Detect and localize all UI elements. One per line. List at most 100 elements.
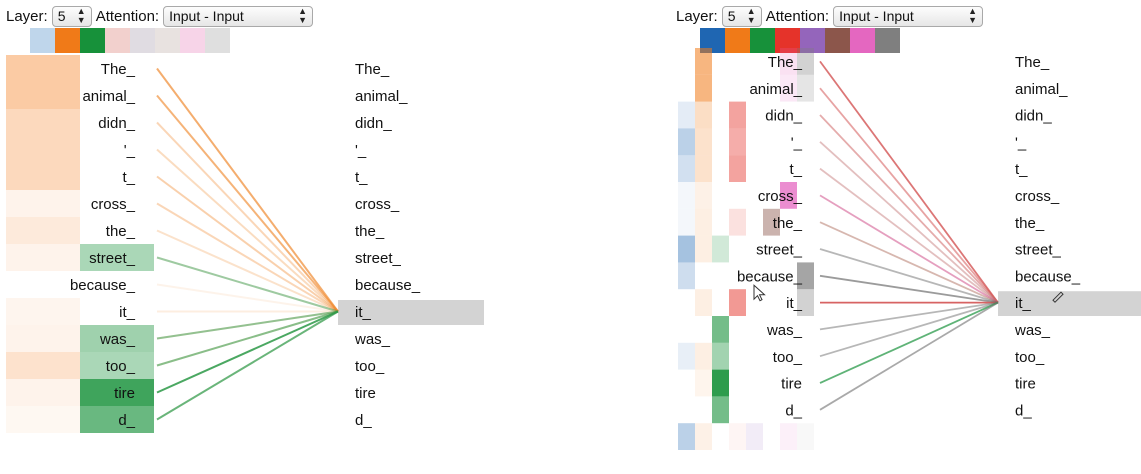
target-token[interactable]: The_: [1015, 54, 1050, 71]
head-swatch-5[interactable]: [800, 28, 825, 53]
source-token[interactable]: because_: [70, 277, 136, 294]
select-arrows-icon: ▲ ▼: [298, 6, 308, 25]
target-token[interactable]: too_: [1015, 349, 1045, 366]
attention-heat-cell: [678, 155, 695, 182]
source-token[interactable]: The_: [768, 54, 803, 71]
attention-heat-cell: [729, 128, 746, 156]
target-token[interactable]: d_: [355, 412, 372, 429]
layer-select[interactable]: 5 ▲ ▼: [721, 5, 762, 27]
source-token[interactable]: t_: [789, 161, 802, 178]
source-token[interactable]: d_: [118, 412, 135, 429]
target-token[interactable]: t_: [355, 169, 368, 186]
source-token[interactable]: too_: [773, 349, 803, 366]
target-token[interactable]: tire: [355, 385, 376, 402]
target-token[interactable]: because_: [1015, 268, 1081, 285]
select-arrows-icon: ▲ ▼: [968, 6, 978, 25]
attention-graph: The_ animal_ didn_ '_ t_ cross_ the_ street_bec…: [6, 55, 484, 433]
source-token[interactable]: '_: [791, 134, 803, 151]
target-token[interactable]: '_: [355, 142, 367, 159]
target-token[interactable]: didn_: [1015, 108, 1052, 125]
target-token[interactable]: the_: [1015, 215, 1045, 232]
source-token[interactable]: it_: [786, 295, 803, 312]
target-token[interactable]: street_: [1015, 242, 1062, 259]
source-token[interactable]: too_: [106, 358, 136, 375]
head-swatch-6[interactable]: [155, 28, 180, 53]
attention-heat-cell: [797, 74, 814, 102]
head-swatch-8[interactable]: [205, 28, 230, 53]
target-token[interactable]: cross_: [1015, 188, 1060, 205]
pencil-cursor-icon: [1052, 291, 1064, 303]
head-swatch-2[interactable]: [725, 28, 750, 53]
attention-line: [819, 167, 999, 304]
source-token[interactable]: cross_: [758, 188, 803, 205]
target-token[interactable]: too_: [355, 358, 385, 375]
attention-heat-cell: [80, 352, 154, 379]
attention-heat-cell: [729, 101, 746, 129]
head-swatch-8[interactable]: [875, 28, 900, 53]
layer-label: Layer:: [6, 7, 48, 25]
source-token[interactable]: cross_: [91, 196, 136, 213]
attention-panel-left: Layer: 5 ▲ ▼ Attention: Input - Input ▲ ▼ …: [0, 0, 500, 474]
source-token[interactable]: The_: [101, 61, 136, 78]
source-token[interactable]: street_: [89, 250, 136, 267]
source-token[interactable]: was_: [766, 322, 803, 339]
target-token[interactable]: d_: [1015, 402, 1032, 419]
head-swatch-3[interactable]: [750, 28, 775, 53]
attention-line: [156, 310, 339, 367]
source-token[interactable]: it_: [119, 304, 136, 321]
target-token[interactable]: animal_: [355, 88, 408, 105]
source-token[interactable]: street_: [756, 242, 803, 259]
source-token[interactable]: d_: [785, 402, 802, 419]
source-token[interactable]: animal_: [82, 88, 135, 105]
source-token[interactable]: t_: [122, 169, 135, 186]
source-token[interactable]: tire: [114, 385, 135, 402]
target-token[interactable]: didn_: [355, 115, 392, 132]
source-token[interactable]: didn_: [98, 115, 135, 132]
target-token[interactable]: it_: [355, 304, 372, 321]
attention-line: [819, 141, 999, 304]
target-token[interactable]: the_: [355, 223, 385, 240]
target-token[interactable]: animal_: [1015, 81, 1068, 98]
head-swatch-2[interactable]: [55, 28, 80, 53]
source-token[interactable]: the_: [773, 215, 803, 232]
attention-heat-cell: [695, 101, 712, 129]
attention-heat-cell: [678, 128, 695, 156]
head-swatch-4[interactable]: [105, 28, 130, 53]
source-token[interactable]: didn_: [765, 108, 802, 125]
source-token[interactable]: was_: [99, 331, 136, 348]
attention-heat-cell: [695, 74, 712, 102]
target-token[interactable]: it_: [1015, 295, 1032, 312]
source-token[interactable]: because_: [737, 268, 803, 285]
source-token[interactable]: tire: [781, 376, 802, 393]
attention-heat-cell: [678, 101, 695, 129]
mouse-cursor-icon: [753, 284, 766, 302]
head-swatch-6[interactable]: [825, 28, 850, 53]
head-swatch-5[interactable]: [130, 28, 155, 53]
source-token[interactable]: animal_: [749, 81, 802, 98]
select-arrows-icon: ▲ ▼: [76, 6, 86, 25]
layer-select[interactable]: 5 ▲ ▼: [51, 5, 92, 27]
attention-heat-cell: [695, 235, 712, 263]
target-token[interactable]: was_: [1014, 322, 1051, 339]
target-token[interactable]: tire: [1015, 376, 1036, 393]
attention-select[interactable]: Input - Input ▲ ▼: [163, 5, 314, 27]
head-swatch-7[interactable]: [850, 28, 875, 53]
target-token[interactable]: because_: [355, 277, 421, 294]
source-token[interactable]: the_: [106, 223, 136, 240]
selected-token-highlight: [998, 291, 1141, 316]
head-swatch-1[interactable]: [30, 28, 55, 53]
head-swatch-7[interactable]: [180, 28, 205, 53]
selected-token-highlight: [338, 300, 484, 325]
target-token[interactable]: cross_: [355, 196, 400, 213]
target-token[interactable]: The_: [355, 61, 390, 78]
head-swatch-3[interactable]: [80, 28, 105, 53]
target-token[interactable]: was_: [354, 331, 391, 348]
head-swatch-4[interactable]: [775, 28, 800, 53]
target-token[interactable]: t_: [1015, 161, 1028, 178]
attention-select[interactable]: Input - Input ▲ ▼: [833, 5, 984, 27]
target-token[interactable]: street_: [355, 250, 402, 267]
attention-heat-cell: [695, 48, 712, 75]
target-token[interactable]: '_: [1015, 134, 1027, 151]
attention-line: [156, 283, 339, 313]
source-token[interactable]: '_: [124, 142, 136, 159]
